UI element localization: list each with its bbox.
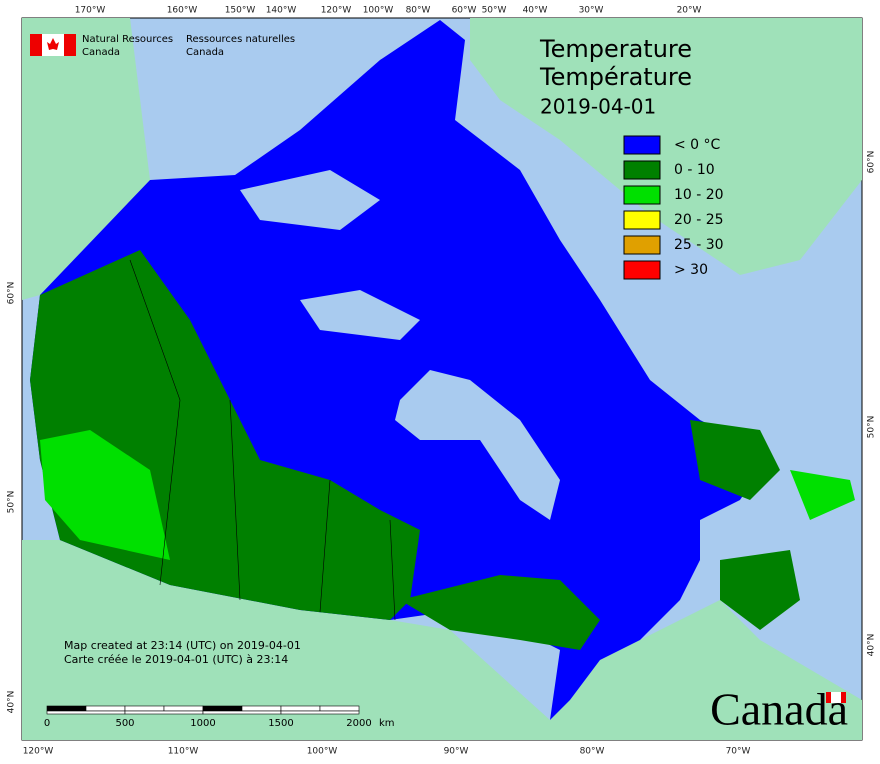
region-0-10-labrador <box>690 420 780 500</box>
scale-label: 0 <box>44 718 50 729</box>
longitude-label: 60°W <box>452 6 477 16</box>
legend-label: 20 - 25 <box>674 212 724 228</box>
legend-swatch <box>623 135 661 155</box>
scale-label: 2000 <box>346 718 371 729</box>
scale-segment <box>241 705 282 712</box>
longitude-label: 50°W <box>482 6 507 16</box>
legend-swatch <box>623 260 661 280</box>
longitude-label: 160°W <box>167 6 198 16</box>
flag-leaf <box>47 38 59 50</box>
agency-en: Canada <box>82 47 120 58</box>
longitude-label: 80°W <box>406 6 431 16</box>
arctic-channel <box>240 170 380 230</box>
usa <box>22 540 862 740</box>
title: Température <box>539 63 692 91</box>
legend-swatch <box>623 210 661 230</box>
legend-swatch <box>623 160 661 180</box>
scale-segment <box>46 710 126 715</box>
longitude-label: 100°W <box>363 6 394 16</box>
hudson-bay <box>395 370 560 520</box>
longitude-label: 170°W <box>75 6 106 16</box>
wordmark: Canada <box>710 684 848 735</box>
borders <box>129 259 396 621</box>
credit: Map created at 23:14 (UTC) on 2019-04-01 <box>64 639 301 652</box>
agency-fr: Canada <box>186 47 224 58</box>
scale-segment <box>46 705 87 712</box>
legend-label: > 30 <box>674 262 708 278</box>
credit: Carte créée le 2019-04-01 (UTC) à 23:14 <box>64 653 288 666</box>
region-10-20-bc <box>40 430 170 560</box>
scale-segment <box>124 710 204 715</box>
legend-label: 0 - 10 <box>674 162 715 178</box>
longitude-label: 110°W <box>168 747 199 757</box>
longitude-label: 80°W <box>580 747 605 757</box>
scale-segment <box>163 705 204 712</box>
longitude-label: 40°W <box>523 6 548 16</box>
legend-swatch <box>623 235 661 255</box>
flag-bar <box>64 34 76 56</box>
scale-unit: km <box>379 718 395 729</box>
scale-segment <box>202 710 282 715</box>
scale-label: 1000 <box>190 718 215 729</box>
agency-en: Natural Resources <box>82 34 173 45</box>
latitude-label: 50°N <box>7 491 17 514</box>
scale-label: 500 <box>115 718 134 729</box>
longitude-label: 120°W <box>321 6 352 16</box>
greenland <box>470 18 862 275</box>
scale-segment <box>319 705 360 712</box>
latitude-label: 50°N <box>867 416 877 439</box>
scale-segment <box>85 705 126 712</box>
longitude-label: 90°W <box>444 747 469 757</box>
land <box>22 18 862 740</box>
longitude-label: 20°W <box>677 6 702 16</box>
province-lines <box>129 259 396 621</box>
scale-label: 1500 <box>268 718 293 729</box>
region-10-20-nfld <box>790 470 855 520</box>
scale-segment <box>280 705 321 712</box>
date: 2019-04-01 <box>540 95 656 119</box>
longitude-label: 70°W <box>726 747 751 757</box>
legend-label: 25 - 30 <box>674 237 724 253</box>
legend-swatch <box>623 185 661 205</box>
wordmark-flag <box>831 692 841 703</box>
region-0-10-maritimes <box>720 550 800 630</box>
legend-label: < 0 °C <box>674 137 721 153</box>
agency-fr: Ressources naturelles <box>186 34 295 45</box>
longitude-label: 150°W <box>225 6 256 16</box>
latitude-label: 60°N <box>867 151 877 174</box>
longitude-label: 30°W <box>579 6 604 16</box>
longitude-label: 140°W <box>266 6 297 16</box>
alaska <box>22 18 150 300</box>
longitude-label: 120°W <box>23 747 54 757</box>
latitude-label: 60°N <box>7 282 17 305</box>
longitude-label: 100°W <box>307 747 338 757</box>
arctic-channel <box>300 290 420 340</box>
title: Temperature <box>539 35 692 63</box>
region-0-10-ontario <box>400 575 600 650</box>
scale-segment <box>280 710 360 715</box>
latitude-label: 40°N <box>7 691 17 714</box>
scale-segment <box>124 705 165 712</box>
flag-bar <box>30 34 42 56</box>
latitude-label: 40°N <box>867 634 877 657</box>
scale-segment <box>202 705 243 712</box>
legend-label: 10 - 20 <box>674 187 724 203</box>
